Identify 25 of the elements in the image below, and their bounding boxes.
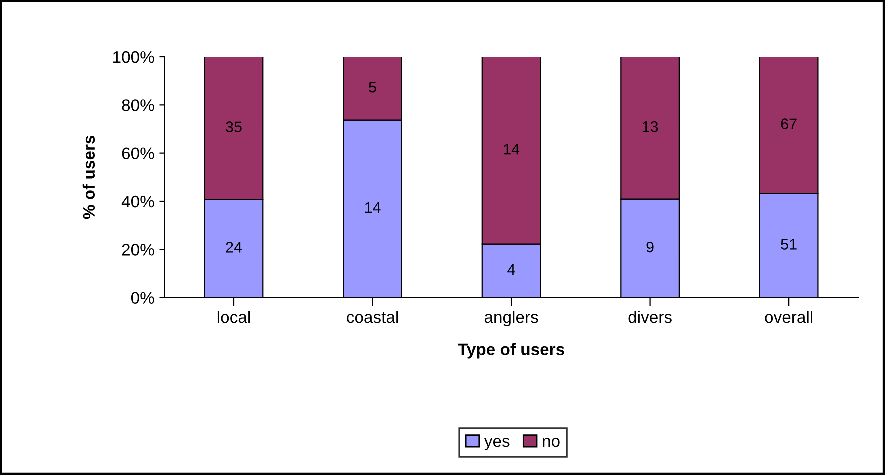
y-axis-title: % of users: [82, 136, 96, 220]
x-tick-label: divers: [628, 311, 672, 324]
annotation: 5: [369, 82, 376, 93]
annotation: 35: [226, 122, 242, 133]
y-tick-label: 60%: [122, 148, 154, 160]
x-axis-title: Type of users: [458, 343, 564, 359]
annotation: 51: [781, 239, 797, 250]
annotation: 14: [365, 202, 381, 214]
annotation: 4: [508, 264, 516, 276]
y-tick-label: 0%: [131, 292, 154, 304]
x-tick-label: anglers: [484, 311, 538, 327]
annotation: 67: [781, 118, 797, 130]
y-tick-label: 40%: [122, 196, 154, 208]
annotation: 24: [226, 242, 242, 253]
x-tick-label: overall: [765, 311, 812, 324]
legend-label: yes: [484, 438, 510, 450]
x-tick-label: local: [218, 311, 250, 324]
legend-label: no: [543, 438, 560, 448]
annotation: 13: [642, 121, 658, 132]
x-tick-label: coastal: [347, 311, 398, 324]
y-tick-label: 80%: [122, 100, 154, 112]
y-tick-label: 20%: [122, 244, 154, 256]
annotation: 9: [646, 242, 654, 253]
y-tick-label: 100%: [114, 51, 154, 64]
annotation: 14: [504, 144, 520, 155]
